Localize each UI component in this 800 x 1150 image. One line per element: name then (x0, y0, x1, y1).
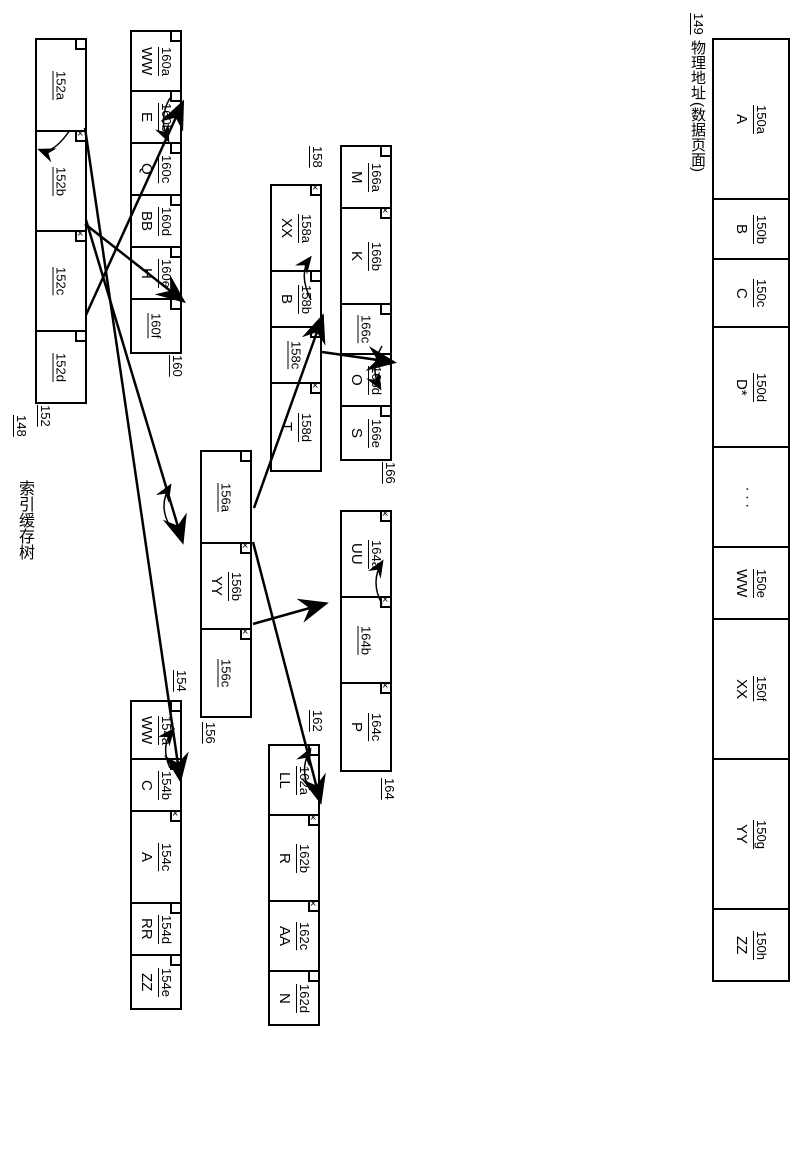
addr-cell-150h: ZZ150h (714, 910, 788, 980)
addr-line2: (数据页面) (687, 102, 708, 172)
cell-154c: A154c (132, 812, 180, 904)
addr-cell-150c: C150c (714, 260, 788, 328)
addr-title-ref: 149 (691, 13, 706, 35)
addr-line1: 物理地址 (687, 40, 708, 100)
cell-164a: UU164a (342, 512, 390, 598)
cell-166e: S166e (342, 407, 390, 459)
title-text: 索引缓存树 (16, 480, 33, 560)
cell-166c: 166c (342, 305, 390, 355)
ref-152: 152 (38, 405, 53, 427)
cell-160c: Q160c (132, 144, 180, 196)
ref-158: 158 (310, 146, 325, 168)
edges-layer (10, 10, 790, 1140)
node-154: WW154aC154bA154cRR154dZZ154e (130, 700, 182, 1010)
ref-154: 154 (174, 670, 189, 692)
node-156: 156aYY156b156c (200, 450, 252, 718)
ref-166: 166 (383, 462, 398, 484)
ref-164: 164 (382, 778, 397, 800)
cell-160e: H160e (132, 248, 180, 300)
cell-158c: 158c (272, 328, 320, 384)
cell-156a: 156a (202, 452, 250, 544)
cell-156c: 156c (202, 630, 250, 716)
ref-160: 160 (170, 355, 185, 377)
cell-154e: ZZ154e (132, 956, 180, 1008)
cell-162c: AA162c (270, 902, 318, 972)
cell-158d: T158d (272, 384, 320, 470)
ref-162: 162 (310, 710, 325, 732)
cell-152a: 152a (37, 40, 85, 132)
tree-title: 索引缓存树 (12, 440, 36, 600)
title-ref: 148 (14, 415, 29, 437)
addr-cell-150g: YY150g (714, 760, 788, 910)
addr-cell-dots: . . . (714, 448, 788, 548)
cell-152d: 152d (37, 332, 85, 402)
cell-162a: LL162a (270, 746, 318, 816)
cell-160a: WW160a (132, 32, 180, 92)
cell-156b: YY156b (202, 544, 250, 630)
addr-cell-150f: XX150f (714, 620, 788, 760)
cell-154b: C154b (132, 760, 180, 812)
cell-160d: BB160d (132, 196, 180, 248)
addr-cell-150a: A150a (714, 40, 788, 200)
cell-152c: 152c (37, 232, 85, 332)
cell-164b: 164b (342, 598, 390, 684)
cell-154d: RR154d (132, 904, 180, 956)
addr-cell-150e: WW150e (714, 548, 788, 620)
node-152: 152a152b152c152d (35, 38, 87, 404)
cell-166b: K166b (342, 209, 390, 305)
cell-160b: E160b (132, 92, 180, 144)
ref-156: 156 (203, 722, 218, 744)
cell-158a: XX158a (272, 186, 320, 272)
cell-162d: N162d (270, 972, 318, 1024)
cell-166d: O166d (342, 355, 390, 407)
cell-160f: 160f (132, 300, 180, 352)
cell-164c: P164c (342, 684, 390, 770)
addr-title: 物理地址 (数据页面) (687, 40, 708, 240)
address-column: A150aB150bC150cD*150d. . .WW150eXX150fYY… (712, 38, 790, 982)
node-160: WW160aE160bQ160cBB160dH160e160f (130, 30, 182, 354)
node-166: M166aK166b166cO166dS166e (340, 145, 392, 461)
node-158: XX158aB158b158cT158d (270, 184, 322, 472)
cell-166a: M166a (342, 147, 390, 209)
diagram-canvas: 索引缓存树 148 152a152b152c152d 152 WW154aC15… (10, 10, 790, 1140)
cell-152b: 152b (37, 132, 85, 232)
cell-158b: B158b (272, 272, 320, 328)
addr-cell-150d: D*150d (714, 328, 788, 448)
addr-cell-150b: B150b (714, 200, 788, 260)
cell-162b: R162b (270, 816, 318, 902)
node-162: LL162aR162bAA162cN162d (268, 744, 320, 1026)
cell-154a: WW154a (132, 702, 180, 760)
node-164: UU164a164bP164c (340, 510, 392, 772)
